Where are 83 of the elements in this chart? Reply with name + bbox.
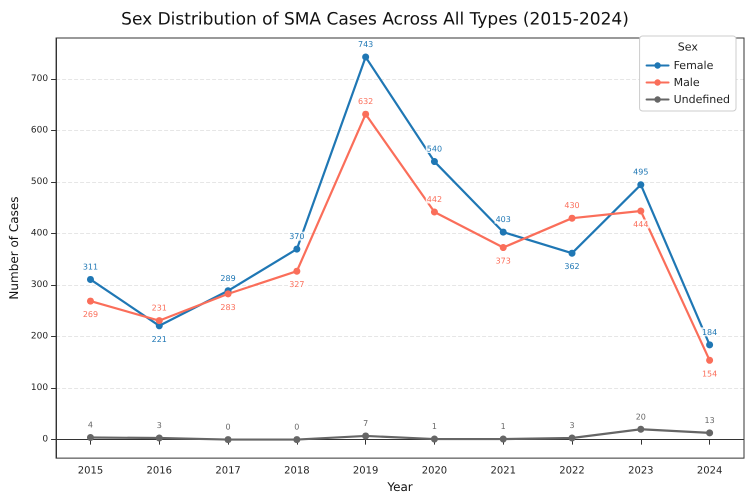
point [86, 298, 94, 305]
point [637, 181, 644, 188]
data-label: 403 [496, 215, 511, 224]
data-label: 20 [636, 412, 646, 422]
y-tick-label: 400 [30, 228, 48, 239]
point [430, 158, 438, 166]
y-tick-label: 100 [30, 383, 48, 394]
data-label: 373 [496, 256, 511, 266]
legend-title: Sex [678, 40, 698, 54]
point [293, 436, 300, 444]
y-tick-label: 700 [30, 74, 48, 84]
legend-label: Undefined [674, 93, 730, 106]
data-label: 430 [564, 201, 580, 210]
x-tick-label: 2017 [215, 466, 241, 477]
point [500, 228, 507, 236]
data-label: 184 [702, 328, 718, 337]
point [706, 341, 714, 348]
point [362, 54, 370, 61]
point [430, 436, 438, 443]
data-label: 7 [363, 418, 368, 428]
data-label: 283 [220, 302, 236, 312]
data-label: 269 [82, 310, 98, 320]
point [637, 426, 644, 433]
data-label: 540 [426, 144, 442, 154]
point [637, 207, 644, 214]
y-tick-label: 300 [30, 280, 48, 290]
legend-label: Female [674, 59, 714, 72]
data-label: 289 [220, 274, 236, 283]
x-tick-label: 2023 [628, 466, 654, 477]
data-label: 632 [358, 97, 374, 106]
point [362, 432, 370, 440]
data-label: 221 [152, 334, 167, 344]
point [568, 434, 576, 442]
y-axis-title: Number of Cases [7, 196, 21, 300]
data-label: 743 [358, 40, 374, 50]
data-label: 231 [152, 304, 167, 313]
point [362, 110, 370, 118]
y-tick-label: 200 [30, 332, 48, 342]
x-tick-label: 2022 [559, 466, 585, 477]
data-label: 0 [226, 422, 231, 432]
point [293, 246, 300, 253]
point [430, 208, 438, 216]
y-tick-label: 0 [42, 434, 48, 445]
data-label: 444 [633, 220, 648, 229]
x-tick-label: 2016 [146, 466, 172, 477]
data-label: 327 [289, 280, 304, 290]
point [156, 434, 163, 442]
data-label: 4 [88, 420, 94, 430]
data-label: 13 [704, 416, 715, 425]
point [224, 290, 232, 298]
point [500, 436, 507, 443]
legend-label: Male [674, 76, 700, 89]
point [156, 317, 163, 324]
data-label: 495 [633, 168, 648, 177]
y-tick-label: 500 [30, 177, 48, 188]
x-axis-title: Year [386, 480, 413, 494]
x-tick-label: 2018 [284, 466, 310, 477]
x-tick-label: 2015 [78, 466, 104, 477]
data-label: 370 [289, 232, 304, 242]
point [706, 429, 714, 436]
data-label: 362 [564, 262, 580, 272]
x-tick-label: 2024 [696, 466, 722, 477]
x-tick-label: 2019 [352, 466, 378, 477]
data-label: 1 [500, 422, 506, 432]
point [568, 214, 576, 222]
y-tick-label: 600 [30, 126, 48, 136]
data-label: 3 [569, 421, 575, 430]
x-tick-label: 2021 [490, 466, 516, 477]
data-label: 311 [82, 262, 98, 272]
data-label: 0 [294, 422, 300, 432]
point [706, 356, 714, 364]
point [86, 434, 94, 442]
point [224, 436, 232, 444]
point [86, 276, 94, 283]
point [500, 244, 507, 252]
x-tick-label: 2020 [422, 466, 448, 477]
point [568, 250, 576, 257]
data-label: 1 [432, 422, 437, 432]
data-label: 154 [702, 369, 718, 378]
data-label: 442 [426, 195, 442, 204]
chart-title: Sex Distribution of SMA Cases Across All Types (2015-2024) [121, 10, 629, 30]
data-label: 3 [156, 421, 162, 430]
point [293, 268, 300, 275]
